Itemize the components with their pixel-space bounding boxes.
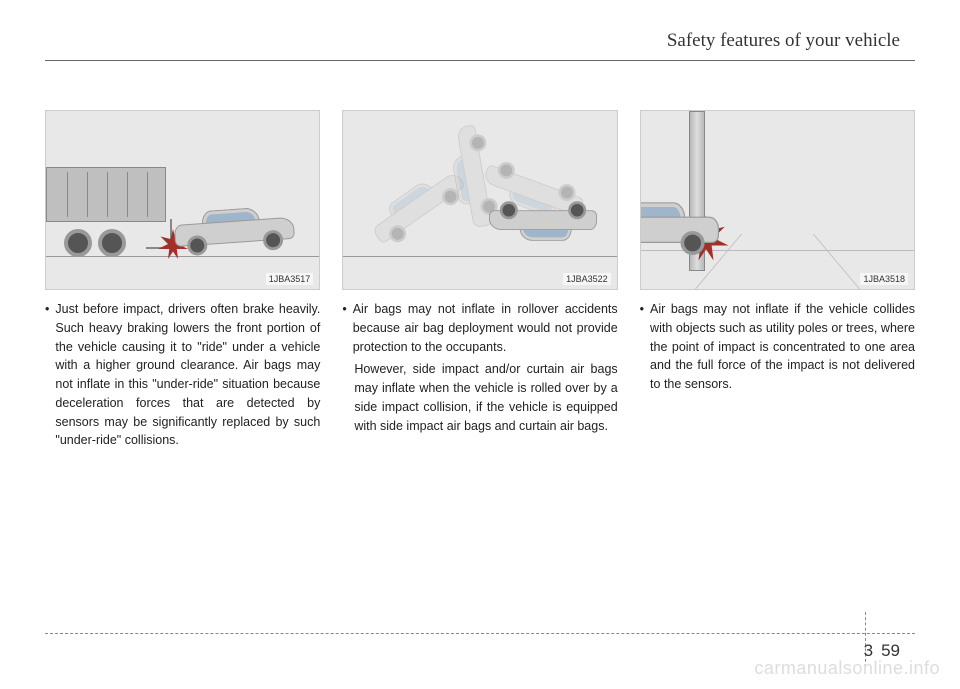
figure-label: 1JBA3522 bbox=[563, 273, 611, 285]
figure-label: 1JBA3517 bbox=[266, 273, 314, 285]
body-text-3: • Air bags may not inflate if the vehicl… bbox=[640, 300, 915, 394]
bullet-icon: • bbox=[342, 300, 346, 356]
column-3: 1JBA3518 • Air bags may not inflate if t… bbox=[640, 110, 915, 450]
column-2: 1JBA3522 • Air bags may not inflate in r… bbox=[342, 110, 617, 450]
bullet-icon: • bbox=[45, 300, 49, 450]
figure-underride: 1JBA3517 bbox=[45, 110, 320, 290]
figure-label: 1JBA3518 bbox=[860, 273, 908, 285]
car-illustration bbox=[640, 201, 719, 255]
header-rule bbox=[45, 60, 915, 61]
bullet-icon: • bbox=[640, 300, 644, 394]
figure-rollover: 1JBA3522 bbox=[342, 110, 617, 290]
body-text-1: • Just before impact, drivers often brak… bbox=[45, 300, 320, 450]
follow-text: However, side impact and/or curtain air … bbox=[354, 360, 617, 435]
body-text-2: • Air bags may not inflate in rollover a… bbox=[342, 300, 617, 435]
content-columns: 1JBA3517 • Just before impact, drivers o… bbox=[45, 110, 915, 450]
column-1: 1JBA3517 • Just before impact, drivers o… bbox=[45, 110, 320, 450]
watermark: carmanualsonline.info bbox=[754, 658, 940, 679]
figure-pole: 1JBA3518 bbox=[640, 110, 915, 290]
car-illustration bbox=[489, 201, 597, 242]
bullet-text: Air bags may not inflate if the vehicle … bbox=[650, 300, 915, 394]
truck-illustration bbox=[46, 167, 176, 257]
footer-rule bbox=[45, 633, 915, 634]
bullet-text: Just before impact, drivers often brake … bbox=[55, 300, 320, 450]
bullet-text: Air bags may not inflate in rollover acc… bbox=[353, 300, 618, 356]
page-title: Safety features of your vehicle bbox=[667, 30, 900, 52]
car-illustration bbox=[173, 204, 296, 257]
manual-page: Safety features of your vehicle bbox=[0, 0, 960, 689]
